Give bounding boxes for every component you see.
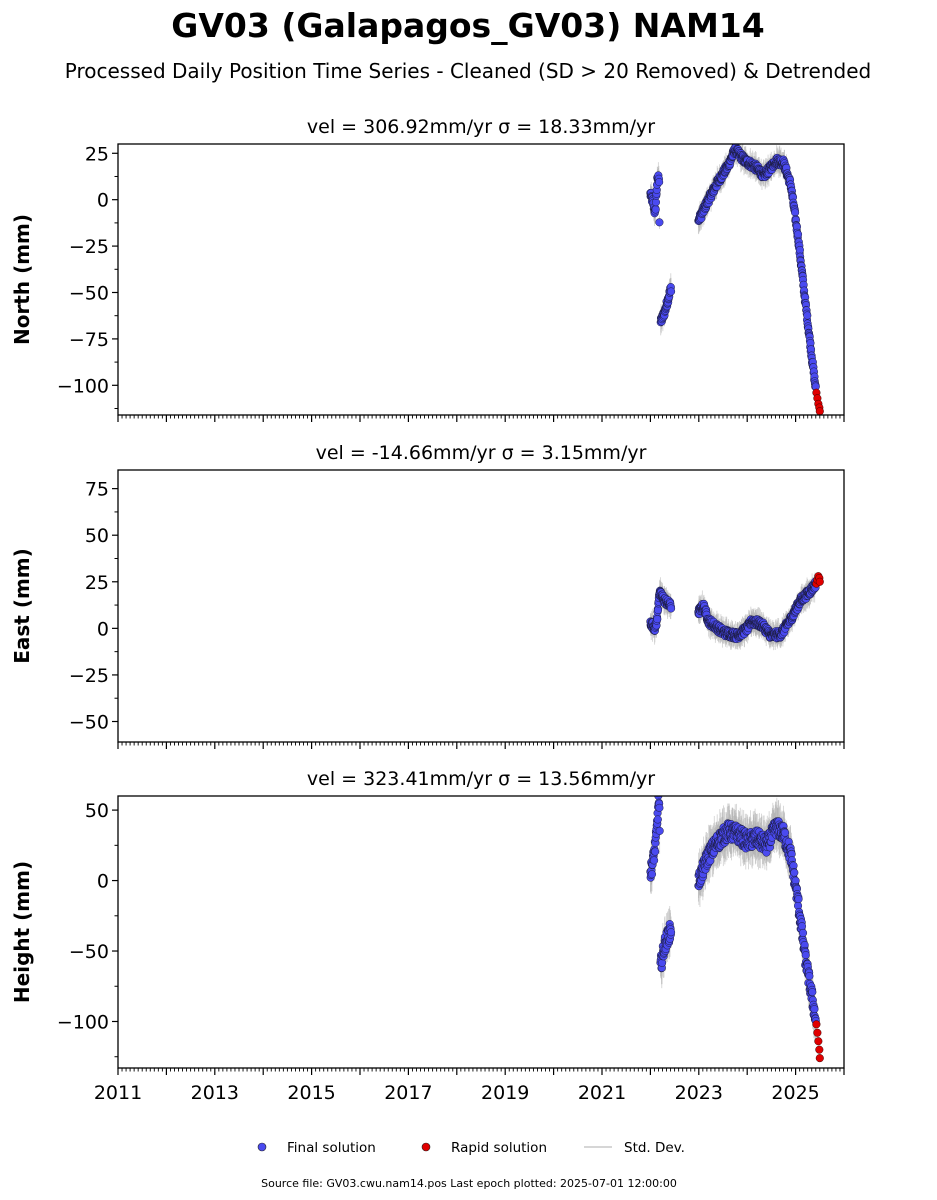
figure-title: GV03 (Galapagos_GV03) NAM14 bbox=[171, 6, 764, 45]
final-point bbox=[653, 615, 662, 624]
rapid-point bbox=[812, 1020, 821, 1029]
axes-frame bbox=[117, 143, 845, 416]
legend-final-label: Final solution bbox=[287, 1140, 376, 1156]
y-tick-label: −100 bbox=[57, 1011, 109, 1033]
height-panel: vel = 323.41mm/yr σ = 13.56mm/yr Height (… bbox=[10, 768, 845, 1104]
plot-area bbox=[646, 572, 824, 651]
rapid-point bbox=[815, 1045, 824, 1054]
plot-area bbox=[646, 796, 824, 1063]
x-tick-label: 2015 bbox=[287, 1082, 335, 1104]
y-tick-label: −50 bbox=[69, 941, 109, 963]
y-axis-label: Height (mm) bbox=[10, 861, 34, 1003]
y-tick-label: 25 bbox=[85, 143, 109, 165]
final-point bbox=[650, 856, 659, 865]
x-tick-label: 2023 bbox=[675, 1082, 723, 1104]
y-tick-label: −25 bbox=[69, 665, 109, 687]
final-point bbox=[793, 230, 803, 239]
final-point bbox=[655, 218, 664, 227]
rapid-point bbox=[814, 1037, 823, 1046]
x-tick-label: 2017 bbox=[384, 1082, 432, 1104]
legend-rapid-label: Rapid solution bbox=[451, 1140, 547, 1156]
x-tick-label: 2011 bbox=[94, 1082, 142, 1104]
final-point bbox=[667, 604, 676, 613]
x-tick-label: 2021 bbox=[578, 1082, 626, 1104]
figure-subtitle: Processed Daily Position Time Series - C… bbox=[65, 59, 871, 83]
rapid-point bbox=[815, 407, 824, 415]
east-panel: vel = -14.66mm/yr σ = 3.15mm/yr East (mm)… bbox=[10, 442, 845, 749]
x-tick-label: 2019 bbox=[481, 1082, 529, 1104]
y-tick-label: 50 bbox=[85, 800, 109, 822]
rapid-point bbox=[815, 577, 824, 586]
source-note: Source file: GV03.cwu.nam14.pos Last epo… bbox=[261, 1177, 677, 1190]
final-point bbox=[790, 868, 799, 877]
legend-rapid-marker bbox=[421, 1142, 431, 1152]
final-solution-series bbox=[646, 577, 820, 644]
std-dev-bars bbox=[650, 796, 817, 1044]
legend-final-marker bbox=[257, 1142, 267, 1152]
rapid-point bbox=[813, 1028, 822, 1037]
sigma-label: σ = 13.56mm/yr bbox=[498, 768, 655, 790]
panel-title: vel = 323.41mm/yr σ = 13.56mm/yr bbox=[307, 768, 655, 790]
final-point bbox=[801, 951, 810, 960]
legend: Final solution Rapid solution Std. Dev. bbox=[257, 1140, 685, 1156]
sigma-label: σ = 3.15mm/yr bbox=[502, 442, 647, 464]
final-point bbox=[667, 287, 676, 296]
y-axis-label: East (mm) bbox=[10, 548, 34, 664]
x-tick-label: 2025 bbox=[771, 1082, 819, 1104]
y-tick-label: −100 bbox=[57, 375, 109, 397]
panel-title: vel = -14.66mm/yr σ = 3.15mm/yr bbox=[316, 442, 647, 464]
rapid-solution-series bbox=[812, 1020, 824, 1063]
velocity-label: vel = 306.92mm/yr bbox=[307, 116, 498, 138]
y-tick-label: 50 bbox=[85, 525, 109, 547]
final-point bbox=[803, 311, 812, 320]
y-tick-label: 0 bbox=[97, 618, 109, 640]
final-point bbox=[805, 972, 814, 981]
y-axis-label: North (mm) bbox=[10, 214, 34, 345]
north-panel: vel = 306.92mm/yr σ = 18.33mm/yr North (m… bbox=[10, 116, 845, 422]
final-point bbox=[799, 928, 808, 937]
y-tick-label: −75 bbox=[69, 329, 109, 351]
final-point bbox=[655, 826, 664, 835]
velocity-label: vel = 323.41mm/yr bbox=[307, 768, 498, 790]
y-tick-label: 25 bbox=[85, 572, 109, 594]
final-point bbox=[651, 205, 660, 214]
final-point bbox=[655, 178, 664, 187]
final-point bbox=[797, 922, 807, 931]
y-tick-label: −25 bbox=[69, 236, 109, 258]
rapid-point bbox=[815, 1054, 824, 1063]
y-tick-label: 0 bbox=[97, 871, 109, 893]
axes-frame bbox=[117, 469, 845, 743]
y-tick-label: −50 bbox=[69, 712, 109, 734]
final-point bbox=[655, 803, 664, 812]
final-point bbox=[653, 815, 662, 824]
rapid-solution-series bbox=[812, 388, 824, 415]
final-point bbox=[794, 894, 803, 904]
final-solution-series bbox=[646, 144, 820, 391]
rapid-solution-series bbox=[812, 572, 824, 588]
final-point bbox=[810, 1005, 819, 1014]
plot-area bbox=[646, 144, 824, 415]
final-point bbox=[667, 928, 676, 937]
final-solution-series bbox=[646, 796, 820, 1026]
velocity-label: vel = -14.66mm/yr bbox=[316, 442, 502, 464]
panel-title: vel = 306.92mm/yr σ = 18.33mm/yr bbox=[307, 116, 655, 138]
legend-std-label: Std. Dev. bbox=[624, 1140, 685, 1156]
final-point bbox=[808, 988, 817, 997]
final-point bbox=[651, 847, 660, 856]
y-tick-label: 0 bbox=[97, 190, 109, 212]
final-point bbox=[647, 870, 657, 879]
sigma-label: σ = 18.33mm/yr bbox=[498, 116, 655, 138]
y-tick-label: 75 bbox=[85, 479, 109, 501]
final-point bbox=[780, 828, 790, 837]
x-tick-label: 2013 bbox=[191, 1082, 239, 1104]
y-tick-label: −50 bbox=[69, 282, 109, 304]
